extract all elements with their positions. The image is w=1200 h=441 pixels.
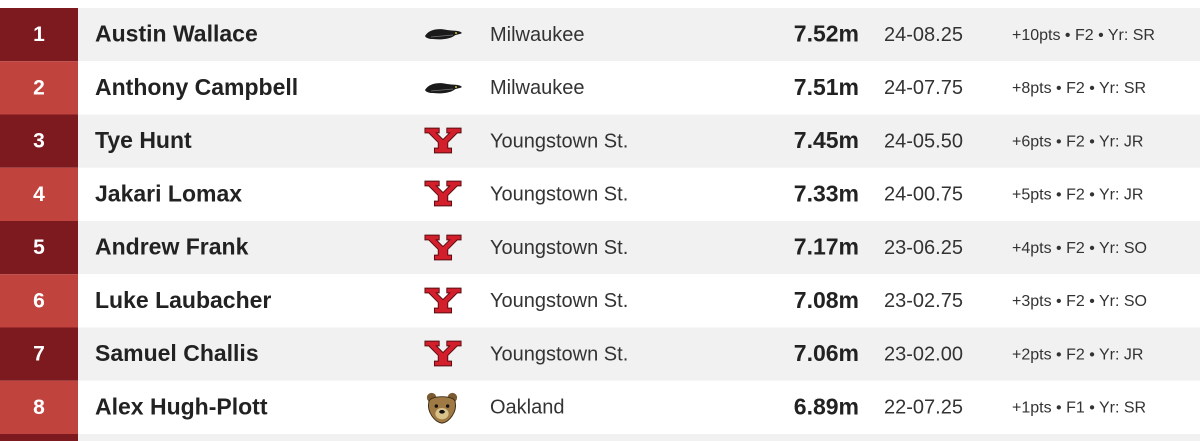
details: +4pts • F2 • Yr: SO — [1012, 240, 1147, 257]
team-name: Milwaukee — [490, 77, 584, 99]
place-cell — [0, 380, 78, 434]
athlete-name: Jakari Lomax — [95, 180, 242, 206]
athlete-name: Andrew Frank — [95, 234, 249, 260]
details: +3pts • F2 • Yr: SO — [1012, 293, 1147, 310]
mark: 7.17m — [794, 234, 859, 260]
mark: 7.51m — [794, 74, 859, 100]
place-cell — [0, 221, 78, 275]
conversion: 23-02.75 — [884, 290, 963, 312]
mark: 7.08m — [794, 287, 859, 313]
place: 1 — [33, 23, 45, 46]
place-cell — [0, 274, 78, 328]
conversion: 24-00.75 — [884, 184, 963, 206]
place: 8 — [33, 396, 45, 419]
team-name: Youngstown St. — [490, 130, 628, 152]
row-background — [78, 274, 1200, 328]
place: 7 — [33, 343, 45, 366]
details: +8pts • F2 • Yr: SR — [1012, 80, 1146, 97]
team-name: Youngstown St. — [490, 343, 628, 365]
details: +1pts • F1 • Yr: SR — [1012, 400, 1146, 417]
row-background — [78, 221, 1200, 275]
athlete-name: Alex Hugh-Plott — [95, 393, 268, 419]
athlete-name: Austin Wallace — [95, 21, 258, 47]
team-name: Milwaukee — [490, 24, 584, 46]
conversion: 23-06.25 — [884, 237, 963, 259]
place: 3 — [33, 130, 45, 153]
details: +2pts • F2 • Yr: JR — [1012, 346, 1143, 363]
details: +10pts • F2 • Yr: SR — [1012, 27, 1155, 44]
place-cell — [0, 114, 78, 168]
conversion: 24-07.75 — [884, 77, 963, 99]
place-cell — [0, 167, 78, 221]
athlete-name: Tye Hunt — [95, 127, 192, 153]
mark: 6.89m — [794, 393, 859, 419]
place-cell — [0, 8, 78, 62]
row-background — [78, 8, 1200, 62]
athlete-name: Samuel Challis — [95, 340, 259, 366]
mark: 7.33m — [794, 180, 859, 206]
row-background — [78, 167, 1200, 221]
team-name: Youngstown St. — [490, 237, 628, 259]
conversion: 23-02.00 — [884, 343, 963, 365]
row-background — [78, 61, 1200, 115]
details: +5pts • F2 • Yr: JR — [1012, 187, 1143, 204]
place: 6 — [33, 289, 45, 312]
row-background — [78, 114, 1200, 168]
conversion: 24-08.25 — [884, 24, 963, 46]
row-background — [78, 327, 1200, 381]
place: 5 — [33, 236, 45, 259]
team-name: Youngstown St. — [490, 184, 628, 206]
details: +6pts • F2 • Yr: JR — [1012, 133, 1143, 150]
athlete-name: Luke Laubacher — [95, 287, 271, 313]
mark: 7.52m — [794, 21, 859, 47]
mark: 7.45m — [794, 127, 859, 153]
mark: 7.06m — [794, 340, 859, 366]
row-background — [78, 380, 1200, 434]
place-cell — [0, 327, 78, 381]
next-row-edge — [0, 434, 78, 441]
next-row-edge — [78, 434, 1200, 441]
place-cell — [0, 61, 78, 115]
athlete-name: Anthony Campbell — [95, 74, 298, 100]
conversion: 22-07.25 — [884, 397, 963, 419]
conversion: 24-05.50 — [884, 130, 963, 152]
rows: 1 Austin Wallace Milwaukee 7.52m 24-08.25 +10… — [0, 8, 1200, 434]
team-name: Youngstown St. — [490, 290, 628, 312]
place: 4 — [33, 183, 45, 206]
team-name: Oakland — [490, 397, 565, 419]
place: 2 — [33, 76, 45, 99]
